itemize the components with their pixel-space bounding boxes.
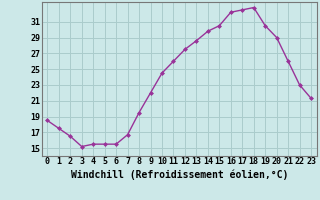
X-axis label: Windchill (Refroidissement éolien,°C): Windchill (Refroidissement éolien,°C) — [70, 169, 288, 180]
